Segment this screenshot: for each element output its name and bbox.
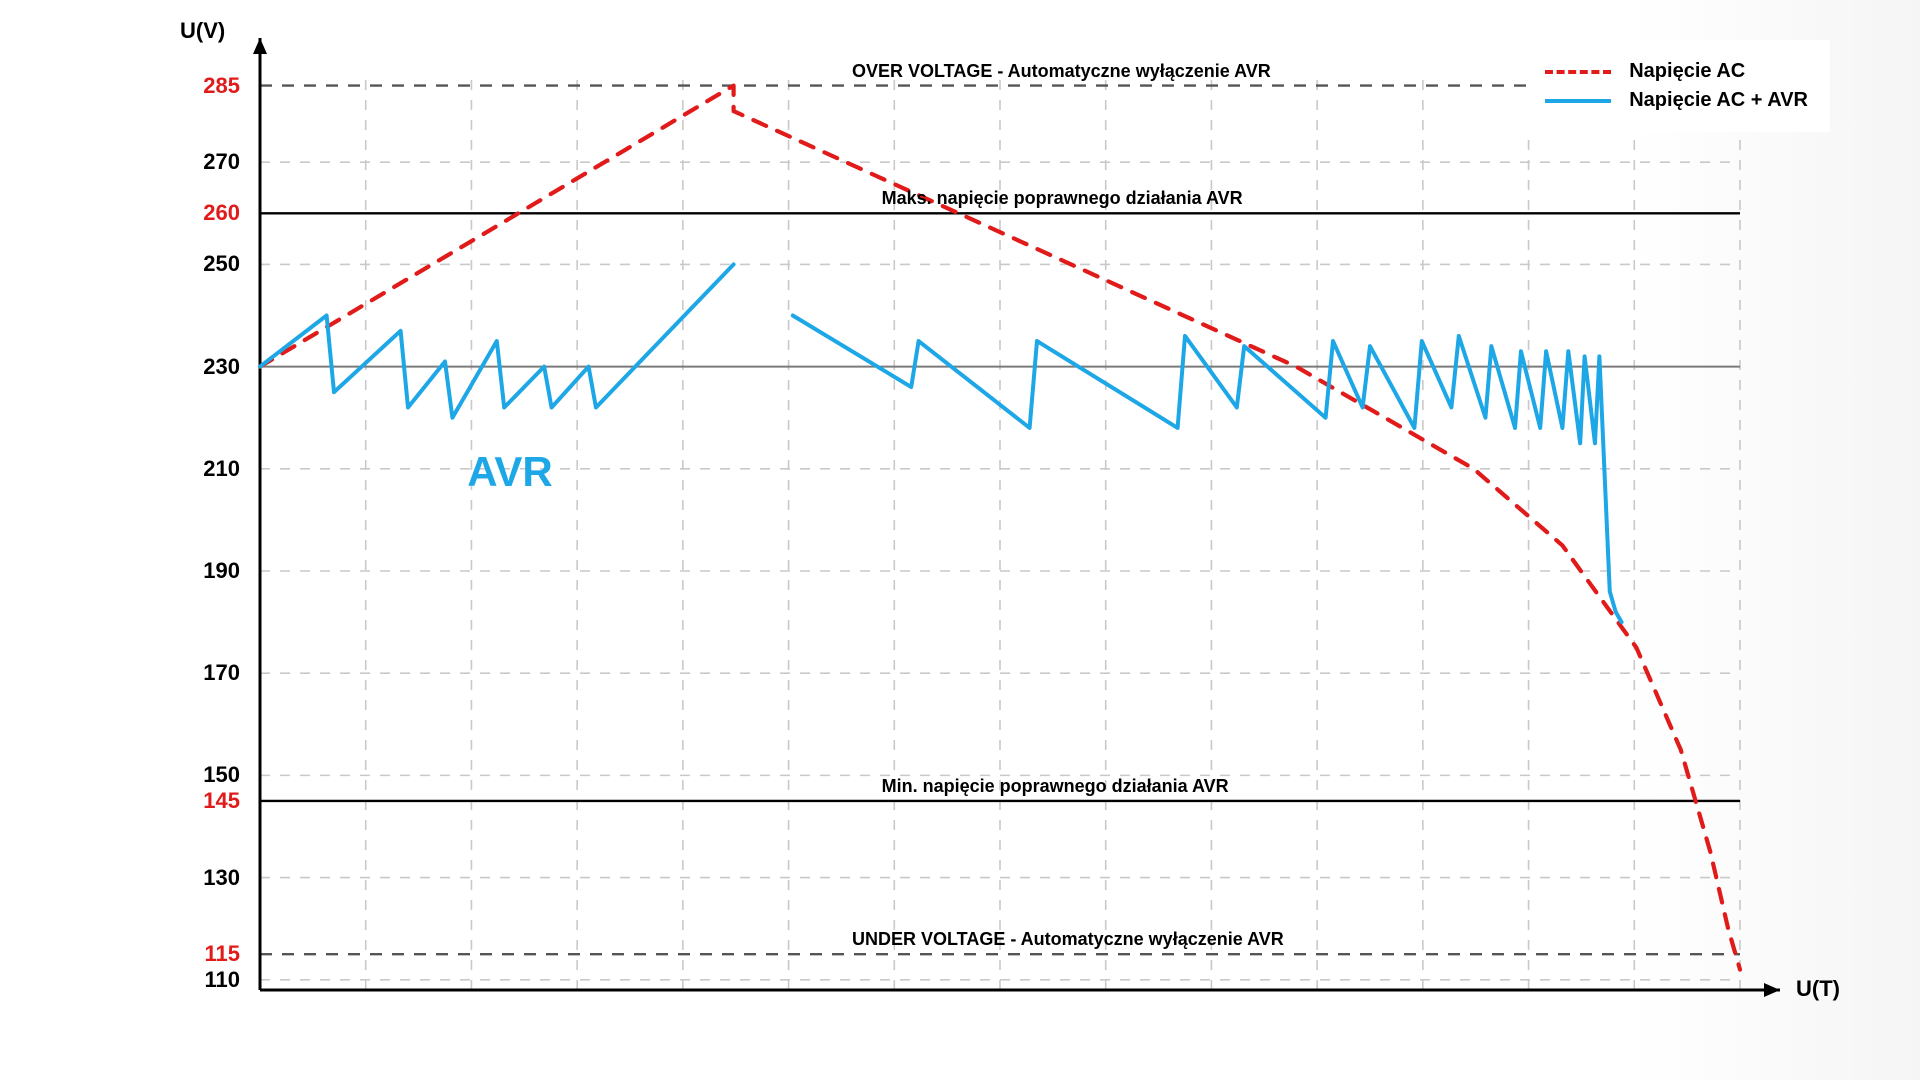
y-tick-label: 260 xyxy=(180,200,240,226)
y-tick-label: 110 xyxy=(180,967,240,993)
y-tick-label: 270 xyxy=(180,149,240,175)
y-tick-label: 250 xyxy=(180,251,240,277)
legend-label: Napięcie AC xyxy=(1629,60,1745,83)
legend-item: Napięcie AC xyxy=(1545,60,1808,83)
threshold-label: Maks. napięcie poprawnego działania AVR xyxy=(882,188,1243,209)
legend-swatch xyxy=(1545,70,1611,74)
y-tick-label: 145 xyxy=(180,788,240,814)
legend-item: Napięcie AC + AVR xyxy=(1545,89,1808,112)
threshold-label: Min. napięcie poprawnego działania AVR xyxy=(882,776,1229,797)
chart-svg xyxy=(0,0,1920,1080)
legend: Napięcie AC Napięcie AC + AVR xyxy=(1527,40,1830,132)
y-tick-label: 210 xyxy=(180,456,240,482)
y-tick-label: 190 xyxy=(180,558,240,584)
y-tick-label: 230 xyxy=(180,354,240,380)
y-tick-label: 115 xyxy=(180,941,240,967)
legend-swatch xyxy=(1545,99,1611,103)
threshold-label: UNDER VOLTAGE - Automatyczne wyłączenie … xyxy=(852,929,1284,950)
avr-voltage-chart: 110115130145150170190210230250260270285 … xyxy=(0,0,1920,1080)
y-tick-label: 130 xyxy=(180,865,240,891)
threshold-label: OVER VOLTAGE - Automatyczne wyłączenie A… xyxy=(852,61,1271,82)
legend-label: Napięcie AC + AVR xyxy=(1629,89,1808,112)
y-tick-label: 170 xyxy=(180,660,240,686)
y-axis-title: U(V) xyxy=(180,18,225,44)
avr-annotation: AVR xyxy=(467,448,553,496)
y-tick-label: 285 xyxy=(180,73,240,99)
x-axis-title: U(T) xyxy=(1796,976,1840,1002)
y-tick-label: 150 xyxy=(180,762,240,788)
